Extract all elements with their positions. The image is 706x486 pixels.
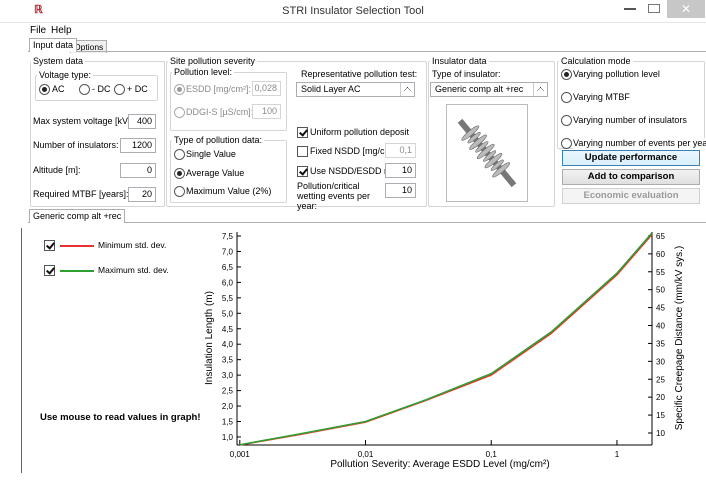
dropdown[interactable]: Solid Layer AC — [296, 82, 415, 97]
field-label: Type of insulator: — [432, 69, 501, 80]
radio-button[interactable] — [561, 115, 572, 126]
text-input[interactable]: 10 — [385, 183, 416, 198]
hint-text: Use mouse to read values in graph! — [40, 412, 201, 423]
radio-label: Maximum Value (2%) — [186, 186, 271, 197]
radio-button[interactable] — [561, 138, 572, 149]
group-title: Calculation mode — [559, 56, 633, 66]
group-title: Insulator data — [430, 56, 489, 66]
minimize-button[interactable] — [624, 2, 636, 10]
text-input[interactable]: 10 — [385, 163, 416, 178]
text-input[interactable]: 1200 — [120, 138, 156, 153]
radio-label: + DC — [127, 84, 148, 95]
text-input: 100 — [252, 104, 281, 119]
legend-swatch — [60, 245, 94, 247]
radio-label: Average Value — [186, 168, 244, 179]
menu-file[interactable]: File — [30, 25, 46, 36]
group-title: Pollution level: — [172, 67, 234, 77]
radio-button[interactable] — [114, 84, 125, 95]
field-label: Representative pollution test: — [301, 69, 417, 80]
checkbox-label: Uniform pollution deposit — [310, 127, 409, 138]
legend-checkbox[interactable] — [44, 265, 55, 276]
maximize-button[interactable] — [648, 4, 660, 13]
radio-label: Varying number of insulators — [573, 115, 687, 126]
field-label: Number of insulators: — [33, 140, 119, 151]
plot-tab[interactable]: Generic comp alt +rec — [29, 209, 125, 223]
radio-label: DDGI-S [µS/cm]: — [186, 107, 253, 118]
checkbox[interactable] — [297, 146, 308, 157]
radio-button[interactable] — [79, 84, 90, 95]
panel-edge — [21, 228, 22, 473]
dropdown[interactable]: Generic comp alt +rec — [430, 82, 548, 97]
update-button[interactable]: Update performance — [562, 150, 700, 166]
legend-checkbox[interactable] — [44, 240, 55, 251]
comparison-button[interactable]: Add to comparison — [562, 169, 700, 185]
close-button[interactable]: ✕ — [667, 0, 705, 18]
radio-button[interactable] — [174, 107, 185, 118]
radio-button[interactable] — [39, 84, 50, 95]
radio-label: - DC — [92, 84, 111, 95]
legend-label: Minimum std. dev. — [98, 240, 166, 251]
radio-button[interactable] — [174, 149, 185, 160]
radio-label: Varying MTBF — [573, 92, 630, 103]
group-title: Type of pollution data: — [172, 135, 264, 145]
radio-label: AC — [52, 84, 65, 95]
radio-label: Single Value — [186, 149, 236, 160]
legend-swatch — [60, 270, 94, 272]
radio-label: Varying pollution level — [573, 69, 660, 80]
checkbox[interactable] — [297, 166, 308, 177]
radio-label: ESDD [mg/cm²]: — [186, 84, 251, 95]
menu-help[interactable]: Help — [51, 25, 72, 36]
group-title: Site pollution severity — [168, 56, 257, 66]
radio-button[interactable] — [174, 186, 185, 197]
radio-button[interactable] — [174, 84, 185, 95]
text-input[interactable]: 0 — [120, 163, 156, 178]
group-title: Voltage type: — [37, 70, 93, 80]
plot-panel — [28, 222, 706, 486]
legend-label: Maximum std. dev. — [98, 265, 169, 276]
field-label: Pollution/critical wetting events per ye… — [297, 181, 379, 211]
radio-button[interactable] — [174, 168, 185, 179]
checkbox[interactable] — [297, 127, 308, 138]
field-label: Required MTBF [years]: — [33, 189, 129, 200]
app-window: {"window":{"title":"STRI Insulator Selec… — [0, 0, 706, 485]
text-input[interactable]: 400 — [128, 114, 156, 129]
text-input[interactable]: 20 — [128, 187, 156, 202]
tab-input-data[interactable]: Input data — [29, 38, 77, 52]
text-input: 0,028 — [252, 81, 281, 96]
field-label: Altitude [m]: — [33, 165, 81, 176]
radio-label: Varying number of events per year — [573, 138, 706, 149]
field-label: Max system voltage [kV]: — [33, 116, 133, 127]
window-title: STRI Insulator Selection Tool — [0, 6, 706, 17]
group-title: System data — [31, 56, 85, 66]
insulator-image — [446, 104, 528, 202]
economic-button: Economic evaluation — [562, 188, 700, 204]
radio-button[interactable] — [561, 69, 572, 80]
text-input: 0,1 — [385, 143, 416, 158]
radio-button[interactable] — [561, 92, 572, 103]
